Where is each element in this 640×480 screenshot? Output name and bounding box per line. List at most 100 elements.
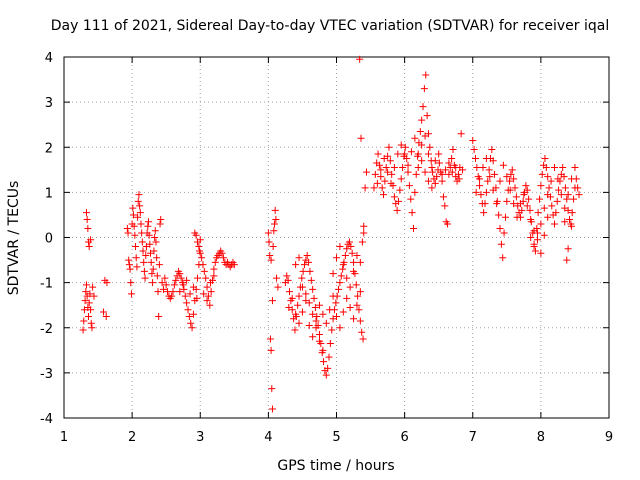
data-point: [339, 265, 347, 273]
data-point: [482, 155, 490, 163]
data-point: [184, 306, 192, 314]
data-point: [199, 261, 207, 269]
data-point: [548, 202, 556, 210]
data-point: [476, 182, 484, 190]
data-point: [377, 173, 385, 181]
data-point: [414, 164, 422, 172]
data-point: [139, 247, 147, 255]
data-point: [361, 184, 369, 192]
data-point: [103, 279, 111, 287]
data-series: [79, 55, 583, 413]
data-point: [187, 319, 195, 327]
data-point: [211, 258, 219, 266]
data-point: [274, 283, 282, 291]
data-point: [329, 292, 337, 300]
data-point: [294, 301, 302, 309]
data-point: [542, 164, 550, 172]
data-point: [496, 224, 504, 232]
data-point: [421, 168, 429, 176]
data-point: [343, 245, 351, 253]
data-point: [513, 213, 521, 221]
data-point: [472, 188, 480, 196]
data-point: [82, 281, 90, 289]
data-point: [439, 193, 447, 201]
data-point: [497, 240, 505, 248]
data-point: [176, 288, 184, 296]
data-point: [485, 166, 493, 174]
data-point: [89, 283, 97, 291]
data-point: [192, 231, 200, 239]
data-point: [399, 164, 407, 172]
data-point: [541, 155, 549, 163]
data-point: [141, 274, 149, 282]
data-point: [102, 312, 110, 320]
data-point: [563, 256, 571, 264]
data-point: [144, 218, 152, 226]
data-point: [204, 292, 212, 300]
data-point: [273, 274, 281, 282]
data-point: [420, 85, 428, 93]
data-point: [153, 254, 161, 262]
data-point: [210, 272, 218, 280]
data-point: [350, 315, 358, 323]
data-point: [484, 177, 492, 185]
data-point: [459, 166, 467, 174]
data-point: [544, 213, 552, 221]
data-point: [133, 263, 141, 271]
data-point: [155, 261, 163, 269]
data-point: [82, 209, 90, 217]
data-point: [538, 170, 546, 178]
data-point: [374, 150, 382, 158]
data-point: [501, 213, 509, 221]
data-point: [86, 290, 94, 298]
data-point: [568, 175, 576, 183]
data-point: [283, 272, 291, 280]
data-point: [356, 55, 364, 63]
data-point: [568, 209, 576, 217]
data-point: [81, 297, 89, 305]
data-point: [527, 215, 535, 223]
data-point: [560, 173, 568, 181]
data-point: [488, 146, 496, 154]
data-point: [557, 191, 565, 199]
data-point: [333, 312, 340, 320]
data-point: [533, 236, 541, 244]
data-point: [371, 170, 379, 178]
data-point: [172, 276, 180, 284]
data-point: [85, 299, 93, 307]
data-point: [177, 274, 185, 282]
data-point: [154, 288, 162, 296]
data-point: [319, 346, 327, 354]
data-point: [300, 261, 308, 269]
data-point: [426, 143, 434, 151]
data-point: [500, 229, 508, 237]
data-point: [511, 184, 519, 192]
data-point: [545, 184, 553, 192]
data-point: [477, 191, 485, 199]
data-point: [153, 272, 161, 280]
data-point: [350, 258, 358, 266]
data-point: [309, 285, 317, 293]
data-point: [442, 166, 449, 174]
data-point: [87, 319, 95, 327]
data-point: [357, 134, 365, 142]
data-point: [84, 224, 92, 232]
data-point: [428, 184, 436, 192]
data-point: [80, 317, 88, 325]
data-point: [269, 243, 277, 251]
data-point: [337, 272, 345, 280]
data-point: [161, 274, 169, 282]
data-point: [123, 224, 131, 232]
data-point: [312, 324, 320, 332]
data-point: [418, 157, 426, 165]
data-point: [358, 238, 366, 246]
data-point: [189, 310, 197, 318]
data-point: [404, 168, 412, 176]
data-point: [320, 358, 328, 366]
data-point: [438, 170, 446, 178]
data-point: [533, 229, 541, 237]
data-point: [393, 206, 401, 214]
data-point: [346, 283, 354, 291]
data-point: [207, 288, 215, 296]
data-point: [570, 195, 578, 203]
